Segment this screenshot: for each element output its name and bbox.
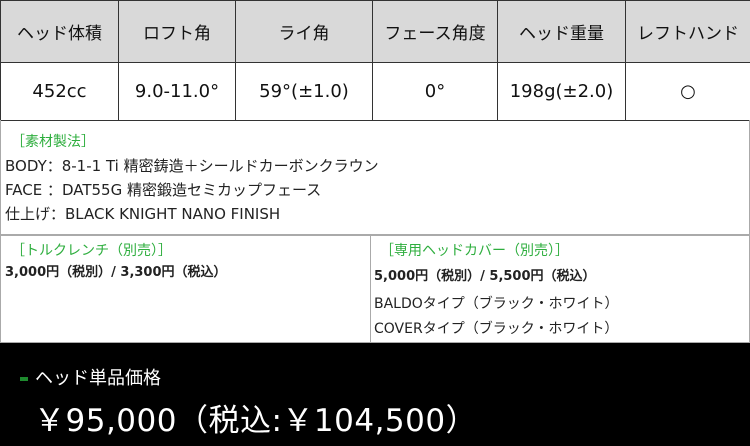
materials-title: ［素材製法］	[11, 134, 95, 150]
head-cover-type-baldo: BALDOタイプ（ブラック・ホワイト）	[374, 296, 619, 312]
green-dash-icon	[20, 377, 28, 381]
torque-wrench-section: ［トルクレンチ（別売）］ 3,000円（税別）/ 3,300円（税込）	[0, 235, 371, 343]
value-face-angle: 0°	[372, 62, 498, 121]
head-price: ￥95,000（税込:￥104,500）	[34, 403, 478, 439]
materials-finish: 仕上げ：BLACK KNIGHT NANO FINISH	[5, 205, 281, 223]
value-head-weight: 198g(±2.0)	[497, 62, 626, 121]
spec-value-row: 452cc 9.0-11.0° 59°(±1.0) 0° 198g(±2.0) …	[0, 62, 750, 121]
header-left-hand: レフトハンド	[625, 0, 750, 63]
head-cover-price: 5,000円（税別）/ 5,500円（税込）	[374, 269, 596, 284]
torque-wrench-title: ［トルクレンチ（別売）］	[11, 243, 172, 259]
spec-header-row: ヘッド体積 ロフト角 ライ角 フェース角度 ヘッド重量 レフトハンド	[0, 0, 750, 63]
value-left-hand: ○	[625, 62, 750, 121]
value-loft: 9.0-11.0°	[118, 62, 236, 121]
materials-face: FACE ：DAT55G 精密鍛造セミカップフェース	[5, 181, 322, 199]
spec-table: ヘッド体積 ロフト角 ライ角 フェース角度 ヘッド重量 レフトハンド 452cc…	[0, 0, 750, 121]
header-head-volume: ヘッド体積	[0, 0, 119, 63]
price-label: ヘッド単品価格	[35, 368, 161, 389]
header-lie: ライ角	[235, 0, 373, 63]
materials-body: BODY：8-1-1 Ti 精密鋳造＋シールドカーボンクラウン	[5, 157, 379, 175]
header-head-weight: ヘッド重量	[497, 0, 626, 63]
torque-wrench-price: 3,000円（税別）/ 3,300円（税込）	[5, 265, 227, 280]
header-face-angle: フェース角度	[372, 0, 498, 63]
value-lie: 59°(±1.0)	[235, 62, 373, 121]
head-cover-title: ［専用ヘッドカバー（別売）］	[380, 243, 569, 259]
head-cover-type-cover: COVERタイプ（ブラック・ホワイト）	[374, 321, 619, 337]
head-cover-section: ［専用ヘッドカバー（別売）］ 5,000円（税別）/ 5,500円（税込） BA…	[370, 235, 750, 343]
price-label-row: ヘッド単品価格	[20, 364, 161, 390]
materials-section: ［素材製法］ BODY：8-1-1 Ti 精密鋳造＋シールドカーボンクラウン F…	[0, 120, 750, 235]
price-footer: ヘッド単品価格 ￥95,000（税込:￥104,500）	[0, 343, 750, 446]
header-loft: ロフト角	[118, 0, 236, 63]
value-head-volume: 452cc	[0, 62, 119, 121]
